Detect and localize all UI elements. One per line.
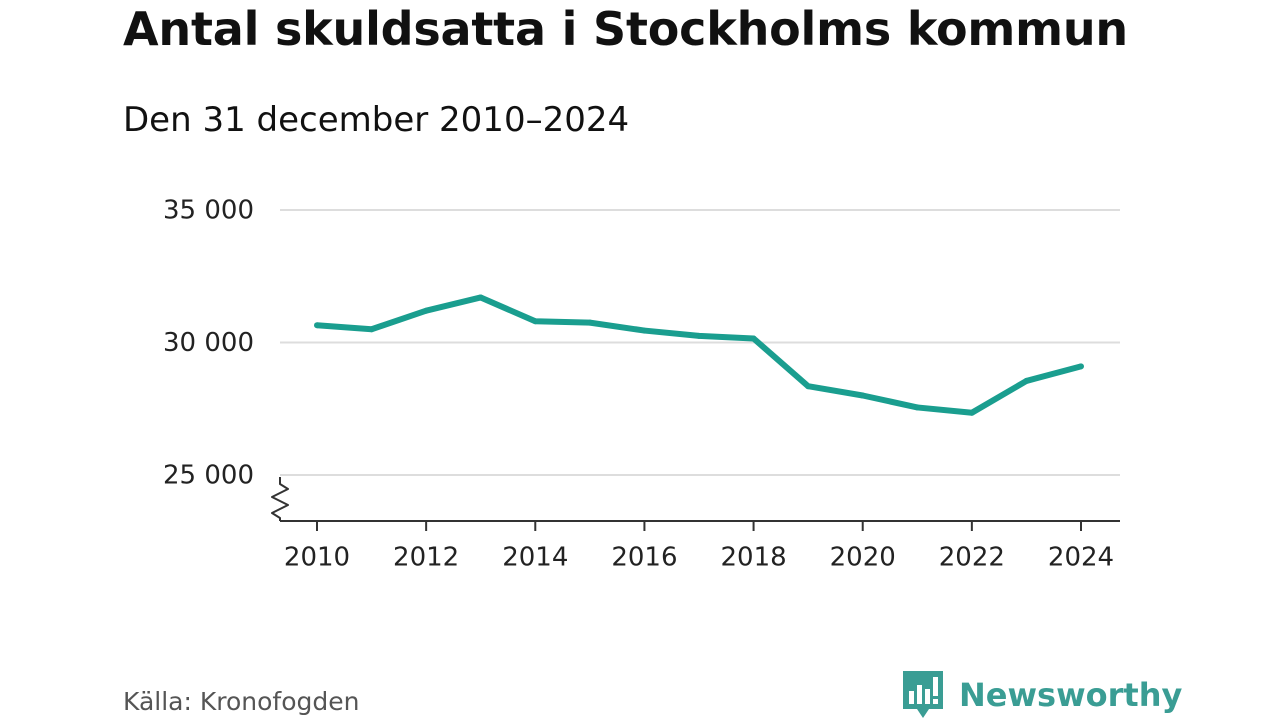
data-point [1023,377,1030,384]
data-point [859,392,866,399]
data-point [314,322,320,329]
data-point [914,404,921,411]
y-tick-label: 25 000 [163,461,254,491]
x-tick-label: 2016 [611,543,677,573]
x-tick-label: 2012 [393,543,459,573]
bar-chart-icon [903,671,943,718]
data-point [477,294,484,301]
data-point [1078,363,1084,370]
line-chart: 25 000 30 000 35 000 2010 2012 2014 2016 2018 20… [163,196,1120,573]
x-tick-label: 2018 [720,543,786,573]
chart-subtitle: Den 31 december 2010–2024 [123,100,630,140]
data-point [368,326,375,333]
axis-break-icon [271,477,289,521]
x-tick-label: 2010 [284,543,350,573]
chart-title: Antal skuldsatta i Stockholms kommun [123,2,1128,56]
x-tick-label: 2022 [939,543,1005,573]
brand-logo: Newsworthy [903,671,1182,719]
x-tick-label: 2014 [502,543,568,573]
data-point [696,332,702,339]
y-tick-label: 35 000 [163,196,254,226]
data-point [641,327,648,334]
series-line [316,294,1082,416]
x-tick-label: 2020 [830,543,896,573]
data-point [586,319,593,326]
y-tick-label: 30 000 [163,328,254,358]
source-note: Källa: Kronofogden [123,687,360,716]
data-point [532,318,539,325]
data-point [750,335,757,342]
data-point [805,383,812,390]
x-tick-label: 2024 [1048,543,1114,573]
brand-name: Newsworthy [959,676,1183,714]
data-point [968,409,975,416]
data-point [423,307,430,314]
